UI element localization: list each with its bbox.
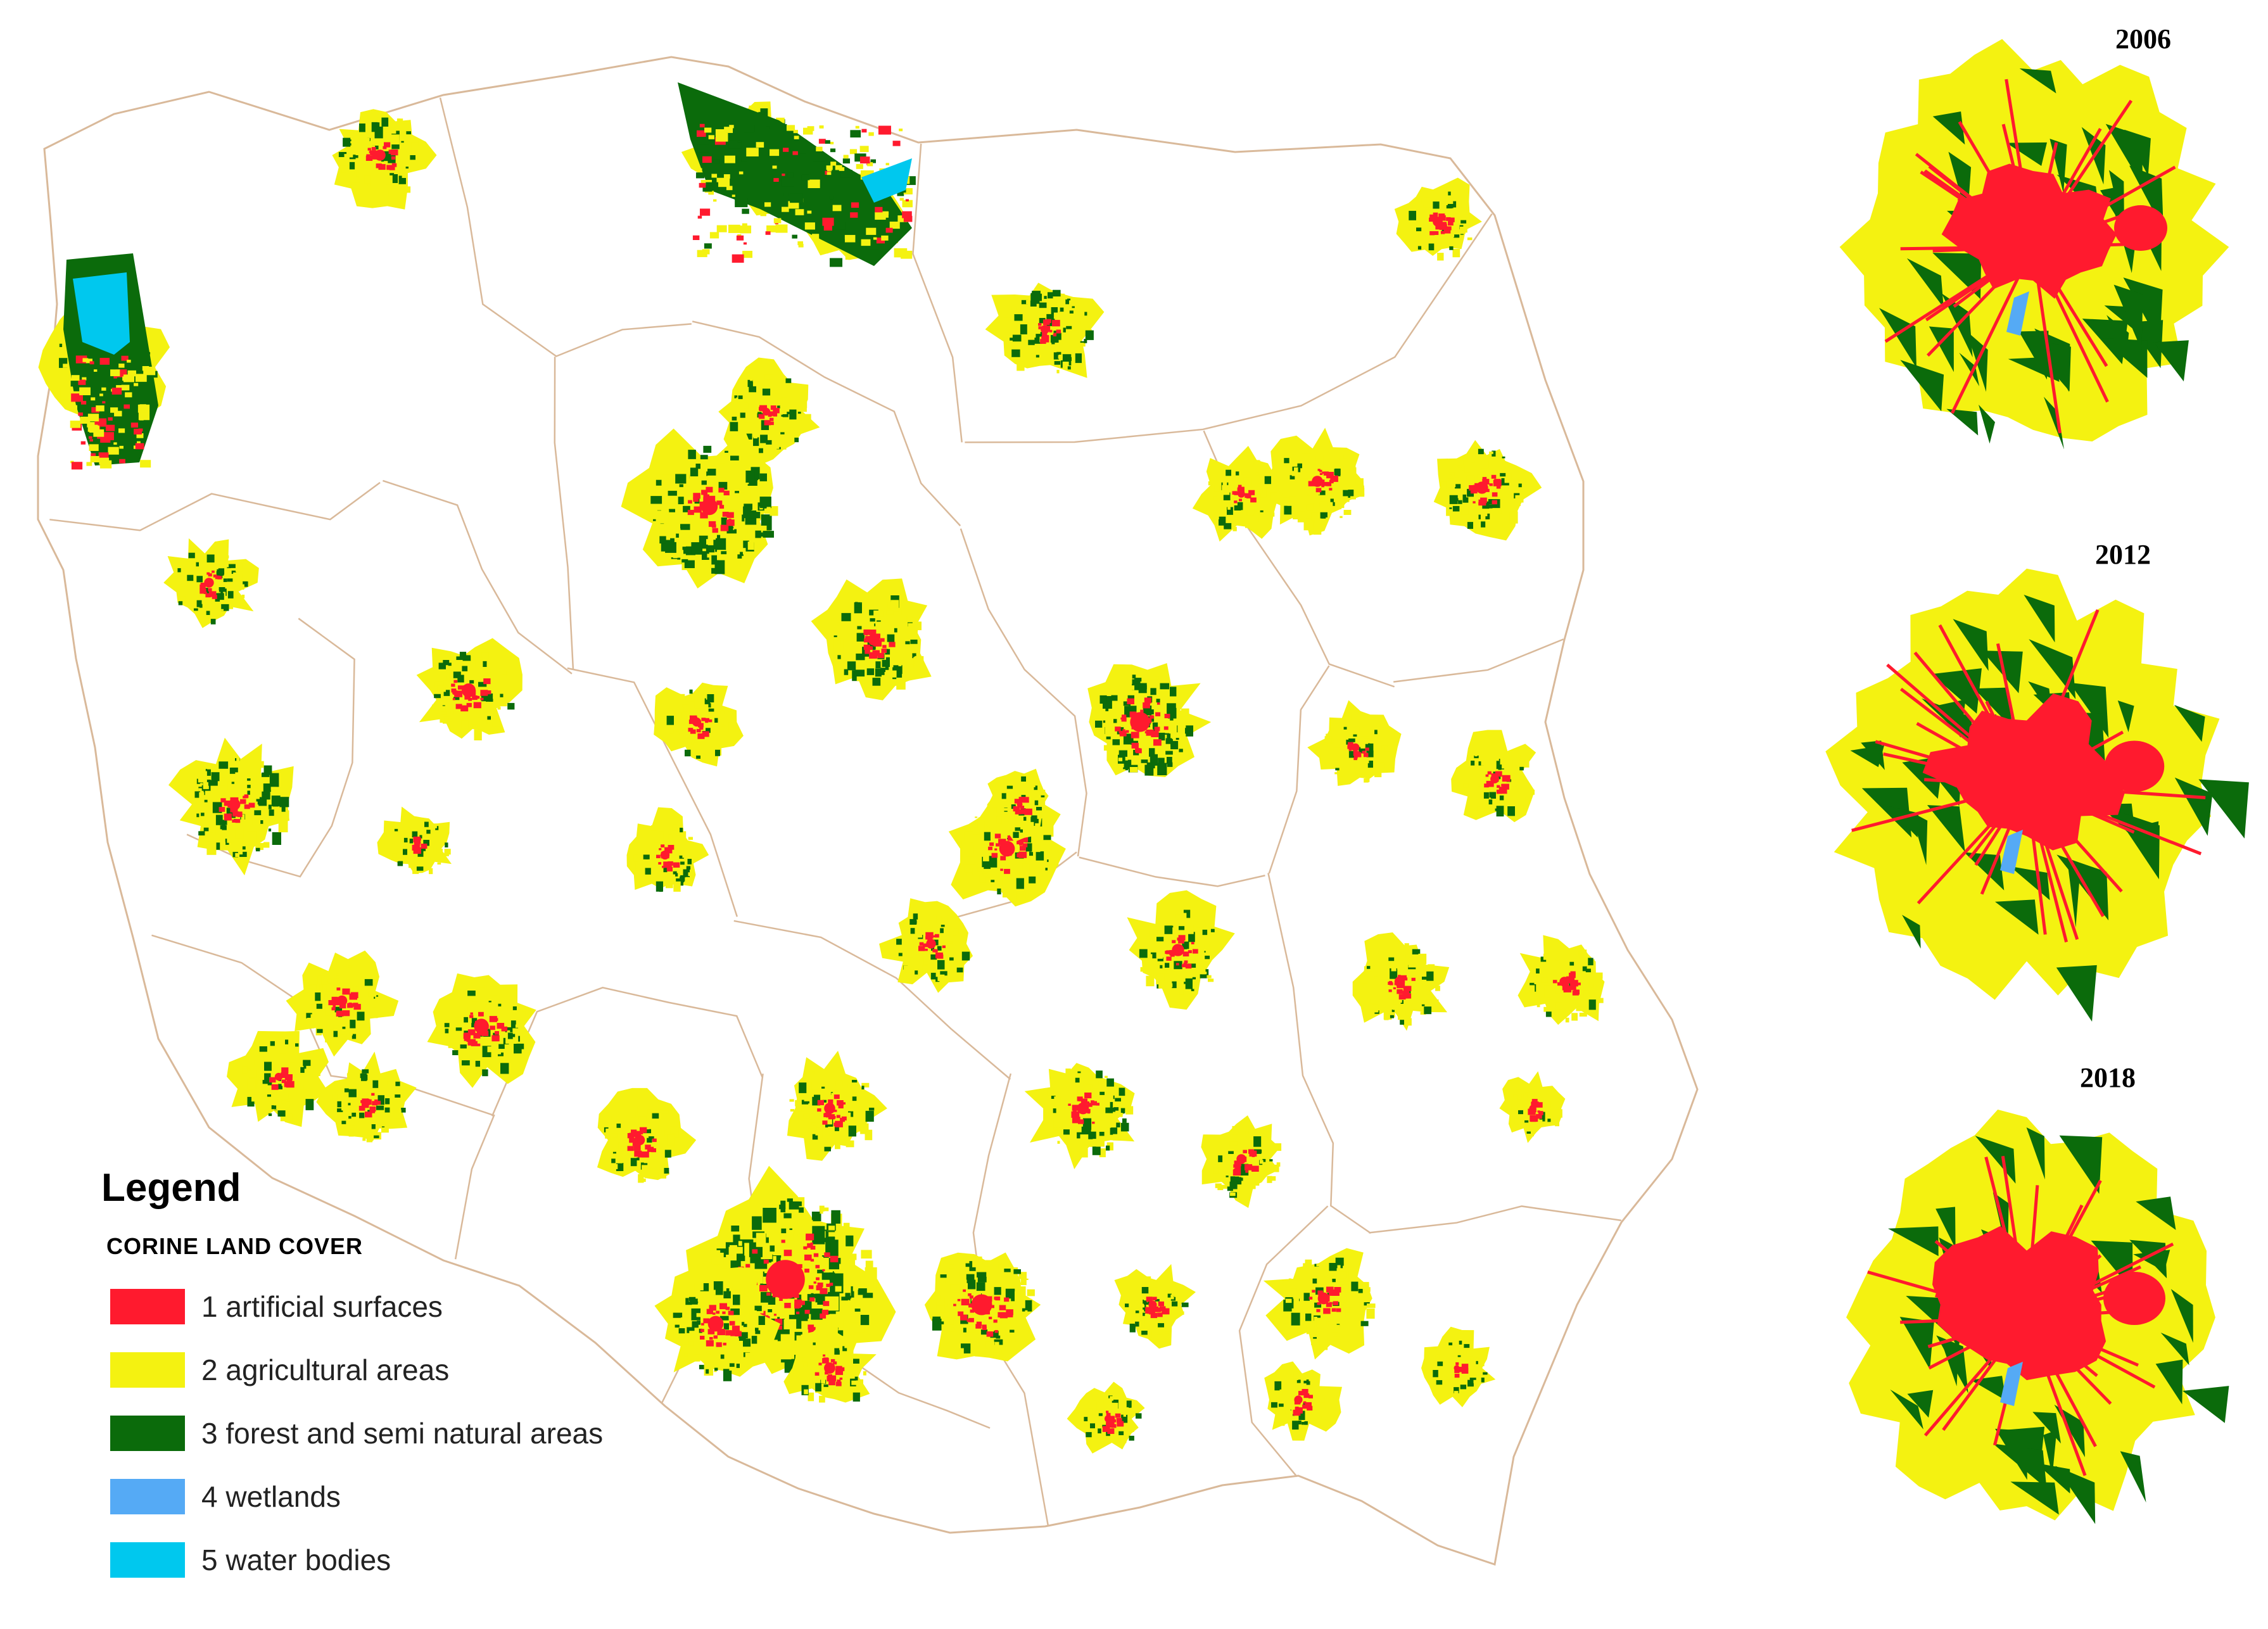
inset-map-2012	[1825, 568, 2249, 1022]
reservoir	[2000, 830, 2023, 874]
map-legend: Legend CORINE LAND COVER 1 artificial su…	[101, 1165, 603, 1592]
legend-item-agricultural: 2 agricultural areas	[110, 1338, 603, 1402]
urban-area	[1201, 1115, 1282, 1208]
region-border	[1268, 665, 1330, 874]
region-border	[1238, 1205, 1329, 1478]
urban-area	[1127, 890, 1235, 1010]
region-border	[1369, 1205, 1621, 1234]
urban-area	[416, 638, 523, 740]
urban-area	[1264, 1361, 1342, 1441]
poland-outline	[37, 56, 1699, 1566]
region-border	[856, 1362, 991, 1429]
urban-area	[654, 1261, 781, 1381]
city-core	[1922, 693, 2125, 851]
urban-area	[1352, 932, 1450, 1031]
urban-area	[286, 950, 399, 1057]
reservoir	[2000, 1362, 2023, 1406]
urban-area	[427, 973, 536, 1088]
urban-area	[1114, 1264, 1196, 1349]
inset-year-2018: 2018	[2080, 1062, 2136, 1093]
urban-area	[227, 1030, 329, 1127]
urban-area	[1024, 1063, 1135, 1170]
lake	[73, 272, 130, 355]
legend-subtitle: CORINE LAND COVER	[106, 1233, 364, 1259]
urban-area	[1433, 440, 1542, 541]
region-border	[49, 481, 381, 531]
legend-title: Legend	[101, 1166, 241, 1210]
urban-area	[787, 1051, 887, 1161]
legend-swatch	[110, 1289, 185, 1324]
urban-area	[1394, 177, 1482, 261]
legend-label: 3 forest and semi natural areas	[201, 1417, 604, 1450]
urban-area	[332, 109, 437, 210]
urban-area	[1517, 935, 1605, 1025]
region-border	[439, 97, 692, 357]
urban-area	[654, 682, 744, 767]
urban-area	[1262, 428, 1365, 536]
urban-area	[1499, 1071, 1566, 1143]
inset-year-2012: 2012	[2095, 539, 2151, 570]
urban-area	[626, 807, 709, 892]
country-border	[37, 56, 1699, 1566]
region-border	[692, 320, 961, 526]
bay-water	[861, 158, 912, 203]
urban-area	[1263, 1248, 1376, 1360]
urban-area	[811, 578, 932, 700]
legend-label: 1 artificial surfaces	[201, 1290, 443, 1323]
region-border	[454, 1114, 495, 1260]
region-border	[960, 528, 1087, 857]
inset-map-2018	[1846, 1109, 2229, 1524]
urban-area	[1307, 700, 1402, 786]
urban-area	[621, 428, 778, 589]
region-border	[1079, 856, 1265, 887]
legend-item-wetlands: 4 wetlands	[110, 1465, 603, 1528]
reservoir	[2006, 291, 2029, 336]
urban-area	[163, 538, 259, 628]
region-border	[1393, 638, 1564, 683]
region-border	[151, 934, 493, 1116]
urban-area	[1451, 730, 1536, 823]
legend-swatch	[110, 1479, 185, 1514]
legend-label: 4 wetlands	[201, 1480, 341, 1513]
urban-area	[1192, 446, 1283, 542]
legend-swatch	[110, 1542, 185, 1578]
inset-year-2006: 2006	[2115, 23, 2171, 54]
urban-area	[377, 806, 452, 875]
urban-area	[1087, 663, 1212, 777]
region-border	[965, 213, 1493, 443]
city-core	[1941, 163, 2117, 299]
region-border	[491, 986, 764, 1117]
urban-area	[1421, 1326, 1496, 1407]
legend-swatch	[110, 1416, 185, 1451]
legend-item-forest: 3 forest and semi natural areas	[110, 1402, 603, 1465]
urban-area	[879, 898, 973, 993]
urban-area-szczecin	[63, 253, 158, 470]
urban-area	[168, 737, 294, 876]
legend-item-water: 5 water bodies	[110, 1528, 603, 1592]
urban-area	[924, 1252, 1041, 1362]
region-border	[567, 667, 738, 917]
region-border	[733, 920, 1011, 1080]
city-core	[1932, 1226, 2106, 1381]
inset-map-2006	[1839, 39, 2229, 450]
legend-swatch	[110, 1352, 185, 1388]
urban-area	[316, 1051, 417, 1143]
region-border	[912, 143, 963, 443]
region-border	[383, 479, 573, 675]
legend-label: 5 water bodies	[201, 1543, 391, 1576]
region-border	[1267, 873, 1371, 1234]
urban-area	[985, 282, 1105, 378]
urban-area-gdansk	[678, 82, 916, 267]
urban-area	[783, 1322, 877, 1403]
city-time-series-insets	[1825, 39, 2249, 1524]
functional-urban-areas	[38, 82, 1605, 1454]
urban-area	[986, 768, 1056, 842]
legend-item-artificial: 1 artificial surfaces	[110, 1275, 603, 1338]
urban-area	[597, 1087, 697, 1183]
urban-area	[1067, 1381, 1145, 1454]
region-border	[554, 357, 574, 670]
legend-label: 2 agricultural areas	[201, 1353, 450, 1386]
